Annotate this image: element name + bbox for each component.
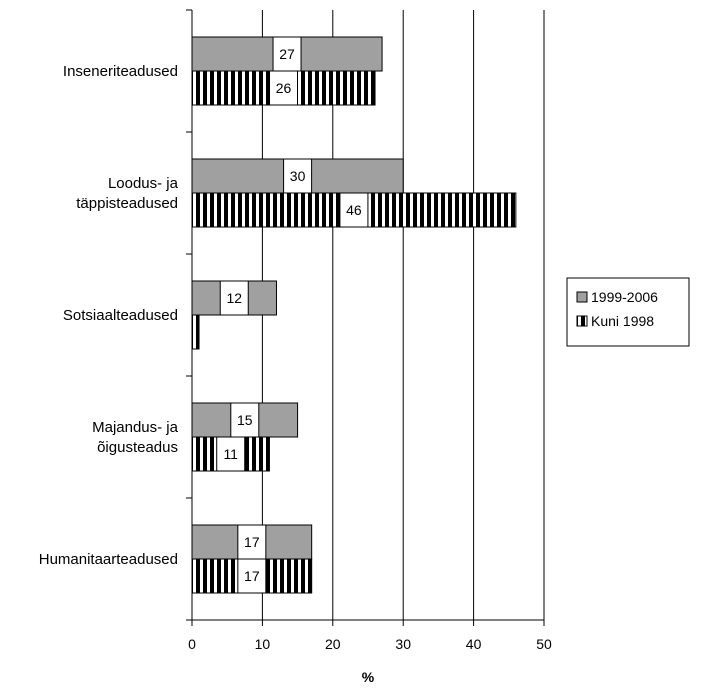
data-label-box [237,524,267,560]
data-label-box [219,280,249,316]
category-label: Loodus- ja täppisteadused [76,175,178,212]
category-label: Inseneriteadused [63,63,178,80]
legend-swatch [576,315,588,327]
x-axis-title: % [362,669,375,685]
x-tick-label: 0 [188,636,196,652]
data-label: 27 [279,46,295,62]
data-label: 12 [226,290,242,306]
labels: 27 26 Inseneriteadused 30 46 Loodus- ja täppis… [39,36,369,594]
legend: 1999-2006 Kuni 1998 [566,277,690,347]
category-label-line: Inseneriteadused [63,63,178,80]
gridlines [261,10,545,620]
bar [191,314,200,350]
data-label: 15 [237,412,253,428]
x-tick-label: 10 [255,636,271,652]
legend-box [566,277,690,347]
category-label: Sotsiaalteadused [63,307,178,324]
data-label-box [283,158,313,194]
category-label-line: Humanitaarteadused [39,551,178,568]
data-label: 26 [276,80,292,96]
x-tick-label: 40 [466,636,482,652]
legend-label: 1999-2006 [591,289,658,305]
x-tick-label: 50 [536,636,552,652]
category-label-line: täppisteadused [76,195,178,212]
data-label: 30 [290,168,306,184]
data-label-box [216,436,246,472]
x-tick-label: 30 [395,636,411,652]
axes: 0 10 20 30 40 50% [186,9,552,685]
category-label-line: Loodus- ja [108,175,179,192]
data-label: 17 [244,568,260,584]
legend-label: Kuni 1998 [591,313,654,329]
data-label: 11 [223,446,238,462]
data-label-box [272,36,302,72]
category-label: Humanitaarteadused [39,551,178,568]
category-label: Majandus- ja õigusteadus [92,419,179,456]
data-label: 17 [244,534,260,550]
x-tick-label: 20 [325,636,341,652]
data-label: 46 [346,202,362,218]
data-label-box [339,192,369,228]
category-label-line: Majandus- ja [92,419,179,436]
category-label-line: Sotsiaalteadused [63,307,178,324]
data-label-box [237,558,267,594]
category-label-line: õigusteadus [97,439,178,456]
data-label-box [269,70,299,106]
legend-swatch [576,291,588,303]
